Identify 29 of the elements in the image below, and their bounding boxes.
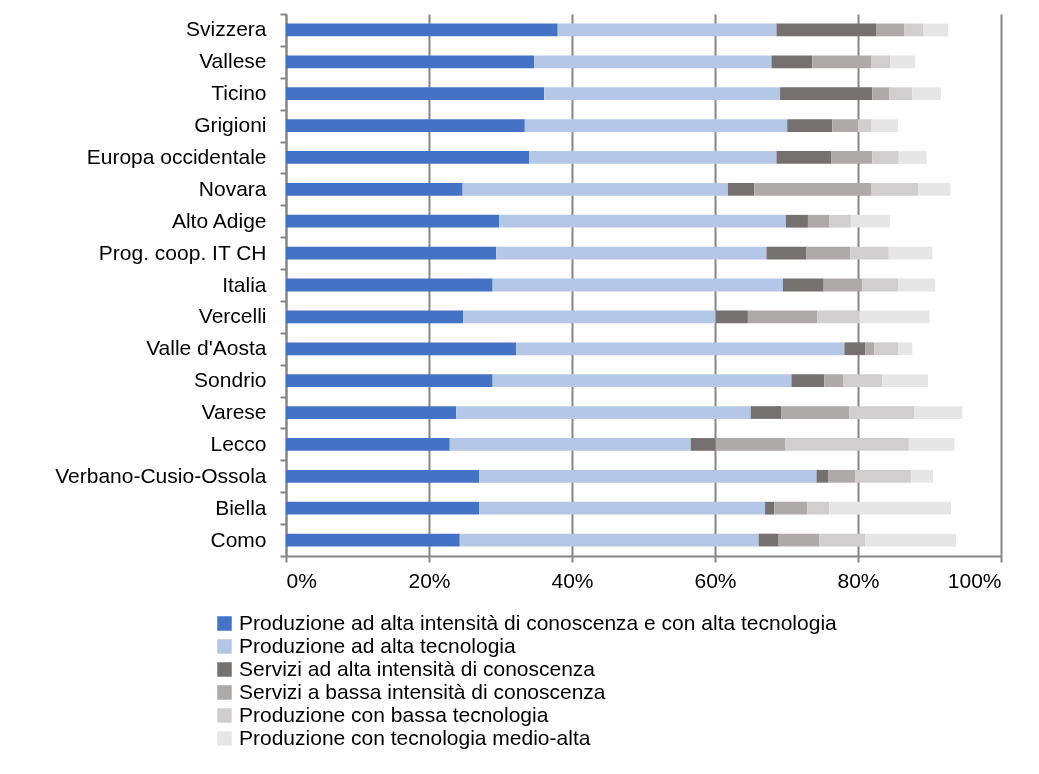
legend-label: Produzione ad alta tecnologia: [239, 633, 517, 657]
y-tick-label: Vallese: [199, 49, 267, 73]
y-tick-label: Italia: [222, 272, 267, 296]
x-tick-label: 60%: [694, 568, 737, 592]
x-tick-label: 100%: [947, 568, 1002, 592]
y-tick-label: Valle d'Aosta: [146, 336, 267, 360]
y-tick-label: Como: [210, 527, 267, 551]
y-tick-label: Vercelli: [198, 304, 267, 328]
y-tick-label: Ticino: [211, 81, 267, 105]
y-tick-label: Prog. coop. IT CH: [98, 240, 267, 264]
x-tick-label: 40%: [551, 568, 594, 592]
y-tick-label: Novara: [198, 176, 267, 200]
y-tick-label: Grigioni: [194, 113, 267, 137]
y-tick-label: Svizzera: [185, 17, 267, 41]
legend-label: Servizi ad alta intensità di conoscenza: [239, 656, 596, 680]
legend-label: Produzione con tecnologia medio-alta: [239, 725, 591, 749]
x-tick-label: 0%: [286, 568, 317, 592]
x-tick-label: 80%: [837, 568, 880, 592]
y-tick-label: Verbano-Cusio-Ossola: [55, 463, 267, 487]
y-tick-label: Lecco: [210, 431, 267, 455]
y-tick-label: Sondrio: [194, 368, 267, 392]
legend-label: Produzione con bassa tecnologia: [239, 702, 549, 726]
y-tick-label: Alto Adige: [171, 208, 267, 232]
y-tick-label: Varese: [201, 400, 267, 424]
legend-label: Servizi a bassa intensità di conoscenza: [239, 679, 606, 703]
y-tick-label: Europa occidentale: [86, 144, 267, 168]
legend-label: Produzione ad alta intensità di conoscenza e con alta tecnologia: [239, 610, 838, 634]
y-tick-label: Biella: [215, 495, 267, 519]
x-tick-label: 20%: [408, 568, 451, 592]
